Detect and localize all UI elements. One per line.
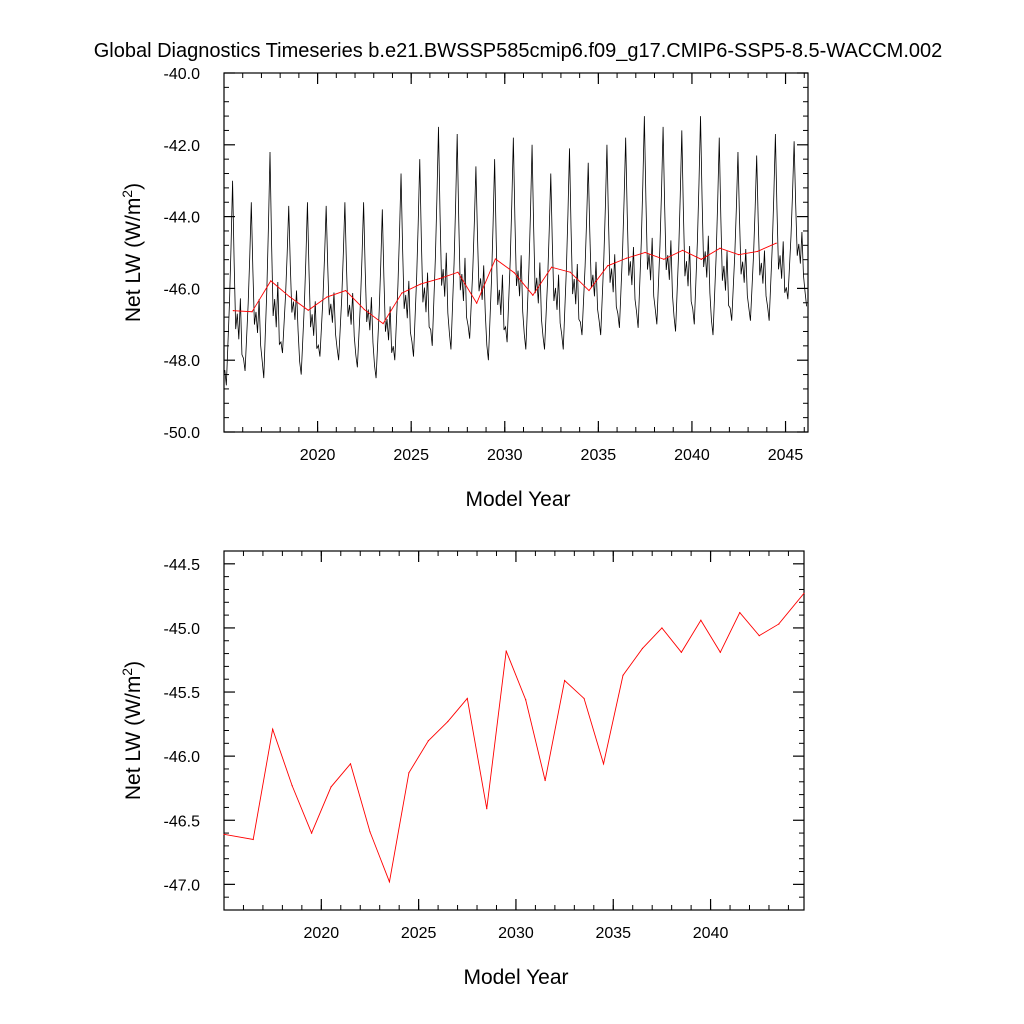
annual-mean-point [408,772,410,774]
annual-mean-point [382,322,384,325]
x-tick-label: 2030 [498,925,534,942]
y-tick-label: -42.0 [164,138,201,155]
annual-mean-point [622,674,624,676]
annual-mean-point [457,271,459,273]
y-tick-label: -46.0 [164,749,201,766]
annual-mean-series-line [224,593,804,884]
x-tick-label: 2035 [581,447,617,464]
y-tick-label: -40.0 [164,66,201,83]
x-tick-label: 2020 [300,447,336,464]
annual-mean-point [564,679,566,682]
annual-mean-point [369,831,371,833]
annual-mean-point [232,310,234,312]
annual-mean-point [513,272,515,274]
annual-mean-point [427,740,429,742]
y-tick-label: -48.0 [164,353,201,370]
y-tick-label: -50.0 [164,425,201,442]
plot-frame [223,550,805,911]
plot-frame [223,72,809,433]
annual-mean-point [310,832,313,834]
annual-mean-point [719,651,721,653]
annual-mean-point [700,258,702,260]
annual-mean-point [775,242,777,244]
annual-mean-point [252,838,254,841]
annual-mean-point [486,808,488,810]
x-tick-label: 2025 [393,447,429,464]
y-tick-label: -44.5 [164,557,201,574]
x-tick-label: 2025 [401,925,437,942]
annual-mean-point [291,785,293,787]
annual-mean-point [223,833,225,835]
annual-mean-point [661,627,663,629]
annual-mean-point [349,763,352,765]
annual-mean-point [778,623,780,625]
annual-mean-point [681,249,684,251]
annual-mean-point [525,699,527,701]
annual-mean-point [272,728,274,730]
annual-mean-point [330,786,332,788]
annual-mean-point [388,881,391,883]
annual-mean-point [569,271,571,273]
y-tick-label: -45.5 [164,685,201,702]
annual-mean-point [345,289,347,292]
x-tick-label: 2020 [304,925,340,942]
annual-mean-point [466,697,468,700]
x-axis-title: Model Year [463,966,568,989]
annual-mean-point [644,251,646,254]
annual-mean-point [719,247,721,249]
annual-mean-point [550,266,553,268]
annual-mean-point [270,280,272,282]
y-tick-label: -44.0 [164,210,201,227]
annual-mean-point [663,258,665,260]
annual-mean-point [447,720,449,723]
annual-mean-point [326,296,328,298]
annual-mean-point [505,650,507,652]
chart-title: Global Diagnostics Timeseries b.e21.BWSS… [94,40,943,62]
annual-mean-point [363,308,365,311]
annual-mean-series-line [233,242,777,325]
annual-mean-point [401,292,403,294]
y-axis-title: Net LW (W/m2) [119,183,145,322]
x-tick-label: 2030 [487,447,523,464]
top-panel: 2020 2025 2030 2035 2040 2045 -50.0 -48.0 -46.0 -… [119,66,809,511]
y-axis-title: Net LW (W/m2) [119,661,145,800]
monthly-series-line [224,116,807,386]
y-tick-label: -46.0 [164,281,201,298]
annual-mean-point [588,289,590,292]
x-axis-title: Model Year [465,488,570,511]
annual-mean-point [438,278,440,280]
x-tick-label: 2035 [595,925,631,942]
annual-mean-point [583,697,585,700]
annual-mean-point [419,283,422,285]
y-tick-label: -46.5 [164,813,201,830]
x-tick-label: 2045 [768,447,804,464]
y-tick-label: -47.0 [164,877,201,894]
annual-mean-point [756,250,759,253]
annual-mean-point [680,651,682,653]
annual-mean-point [288,296,291,298]
annual-mean-point [738,254,740,256]
annual-mean-point [739,611,741,614]
annual-mean-point [758,635,760,637]
annual-mean-point [494,258,497,260]
annual-mean-point [625,257,628,259]
bottom-panel: 2020 2025 2030 2035 2040 -47.0 -46.5 -46.0 -45.5… [119,550,805,989]
annual-mean-point [544,779,546,782]
annual-mean-point [641,647,644,650]
annual-mean-point [307,309,309,311]
annual-mean-point [602,763,605,765]
annual-mean-point [476,302,478,304]
y-tick-label: -45.0 [164,621,201,638]
x-tick-label: 2040 [693,925,729,942]
x-tick-label: 2040 [674,447,710,464]
annual-mean-point [607,265,609,267]
annual-mean-point [803,592,805,594]
annual-mean-point [532,294,534,296]
annual-mean-point [251,311,253,313]
annual-mean-point [700,619,702,621]
